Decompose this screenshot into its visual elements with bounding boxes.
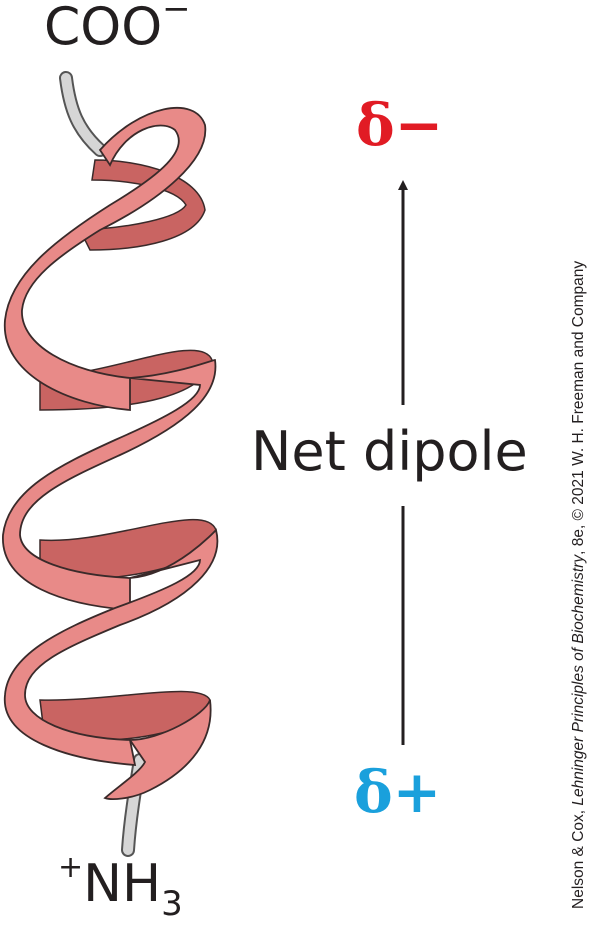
n-terminus-charge: + xyxy=(58,850,84,885)
n-terminus-base: NH xyxy=(83,854,162,914)
credit-edition: , 8e, © 2021 W. H. Freeman and Company xyxy=(570,260,587,555)
net-dipole-label: Net dipole xyxy=(251,420,528,483)
c-terminus-base: COO xyxy=(44,0,163,58)
c-terminus-label: COO− xyxy=(44,0,191,53)
credit-authors: Nelson & Cox, xyxy=(570,805,587,909)
copyright-credit: Nelson & Cox, Lehninger Principles of Bi… xyxy=(570,261,588,909)
n-terminus-label: +NH3 xyxy=(58,853,183,922)
c-terminus-charge: − xyxy=(162,0,191,29)
credit-book-title: Lehninger Principles of Biochemistry xyxy=(570,554,587,806)
helix-ribbon-front xyxy=(2,106,219,800)
delta-positive-label: δ+ xyxy=(354,758,442,826)
n-terminus-subscript: 3 xyxy=(161,884,183,924)
delta-negative-label: δ− xyxy=(356,91,444,159)
backbone-tail-top xyxy=(59,71,107,157)
